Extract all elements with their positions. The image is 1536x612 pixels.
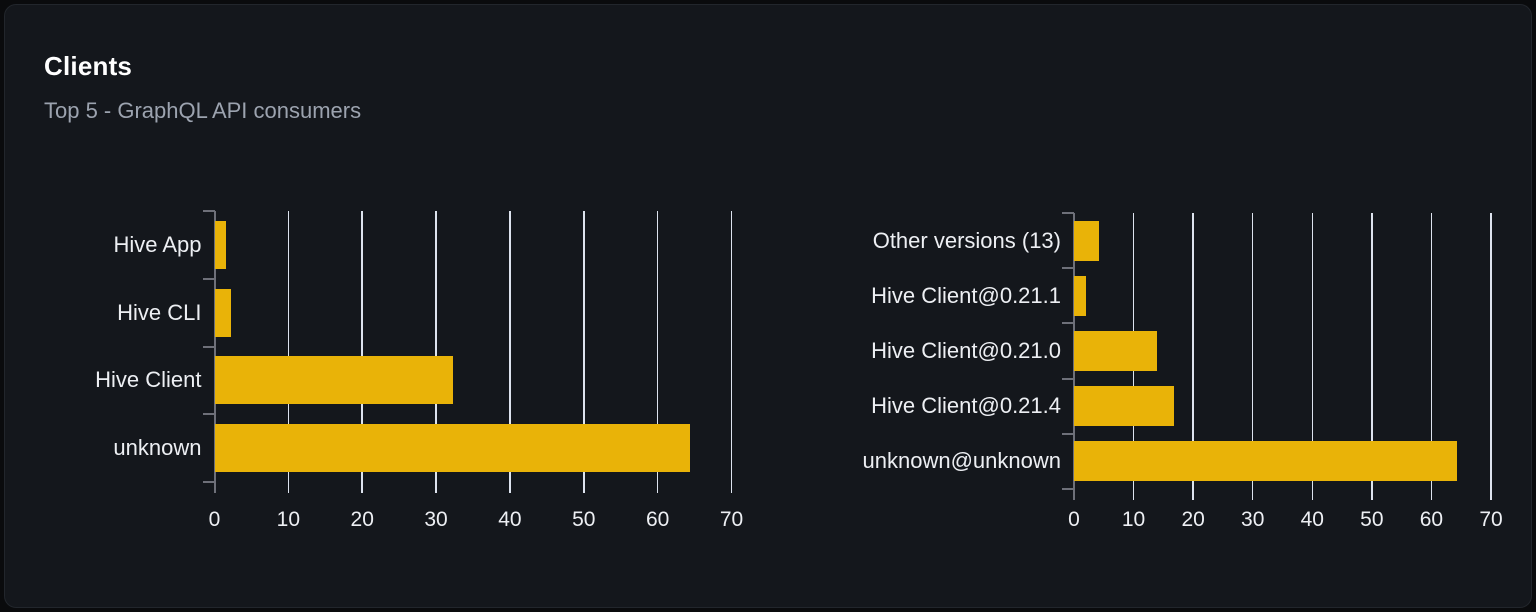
y-axis-tick xyxy=(1062,212,1074,214)
x-tick-label-70: 70 xyxy=(1479,508,1503,531)
x-tick-label-20: 20 xyxy=(350,508,374,531)
category-label-hive-client-0-21-4: Hive Client@0.21.4 xyxy=(871,393,1061,419)
clients-card: Clients Top 5 - GraphQL API consumers Hi… xyxy=(4,4,1532,608)
x-tick-label-40: 40 xyxy=(498,508,522,531)
category-label-hive-app: Hive App xyxy=(113,231,202,257)
category-label-unknown-unknown: unknown@unknown xyxy=(862,448,1061,474)
y-axis-tick xyxy=(1062,488,1074,490)
bar-hive-app[interactable] xyxy=(214,220,226,269)
x-tick-label-40: 40 xyxy=(1300,508,1324,531)
x-tick-label-70: 70 xyxy=(719,508,744,531)
y-axis-tick xyxy=(202,345,215,348)
y-axis-tick xyxy=(202,277,215,280)
gridline-50 xyxy=(583,211,585,493)
y-axis-tick xyxy=(202,210,215,212)
y-axis-tick xyxy=(1062,322,1074,325)
category-label-unknown: unknown xyxy=(113,435,202,461)
gridline-20 xyxy=(1192,213,1194,500)
x-tick-label-10: 10 xyxy=(1121,508,1146,531)
y-axis-tick xyxy=(202,481,215,483)
category-label-hive-client: Hive Client xyxy=(95,367,202,393)
bar-hive-client-0-21-1[interactable] xyxy=(1074,275,1086,316)
bar-hive-client[interactable] xyxy=(214,356,454,405)
x-tick-label-50: 50 xyxy=(572,508,596,531)
gridline-50 xyxy=(1371,213,1373,500)
bar-unknown-unknown[interactable] xyxy=(1074,441,1458,482)
x-tick-label-30: 30 xyxy=(424,508,448,531)
x-tick-label-0: 0 xyxy=(208,508,221,531)
chart-clients-by-version: Other versions (13) Hive Client@0.21.1 Hiv… xyxy=(863,212,1503,531)
bar-other-versions-13[interactable] xyxy=(1074,220,1100,261)
y-axis-tick xyxy=(202,413,215,416)
gridline-10 xyxy=(287,211,290,493)
gridline-30 xyxy=(1251,213,1254,500)
gridline-60 xyxy=(656,211,659,493)
x-tick-label-30: 30 xyxy=(1241,508,1265,531)
y-axis-tick xyxy=(1062,267,1074,270)
x-tick-label-10: 10 xyxy=(276,508,301,531)
y-axis-tick xyxy=(1062,377,1074,380)
gridline-40 xyxy=(1311,213,1314,500)
x-tick-label-50: 50 xyxy=(1360,508,1384,531)
y-axis-tick xyxy=(1062,432,1074,435)
bar-hive-client-0-21-0[interactable] xyxy=(1074,331,1157,371)
chart-clients-by-name: Hive App Hive CLI Hive Client unknown 0 10 20 3… xyxy=(95,210,743,531)
x-tick-label-60: 60 xyxy=(645,508,670,531)
x-tick-label-60: 60 xyxy=(1419,508,1444,531)
gridline-40 xyxy=(509,211,511,493)
x-tick-label-0: 0 xyxy=(1068,508,1080,531)
card-subtitle: Top 5 - GraphQL API consumers xyxy=(44,98,362,123)
bar-hive-cli[interactable] xyxy=(214,288,231,337)
bar-hive-client-0-21-4[interactable] xyxy=(1074,386,1175,427)
y-axis-line xyxy=(213,211,216,493)
category-label-other-versions-13: Other versions (13) xyxy=(872,227,1061,253)
bar-unknown[interactable] xyxy=(214,424,691,473)
gridline-60 xyxy=(1430,213,1433,500)
category-label-hive-client-0-21-0: Hive Client@0.21.0 xyxy=(871,338,1061,363)
card-title: Clients xyxy=(44,51,133,81)
gridline-70 xyxy=(1490,213,1492,500)
gridline-30 xyxy=(435,211,437,493)
category-label-hive-client-0-21-1: Hive Client@0.21.1 xyxy=(871,282,1061,308)
x-tick-label-20: 20 xyxy=(1181,508,1205,531)
category-label-hive-cli: Hive CLI xyxy=(117,299,202,325)
gridline-20 xyxy=(361,211,363,493)
gridline-70 xyxy=(730,211,733,493)
